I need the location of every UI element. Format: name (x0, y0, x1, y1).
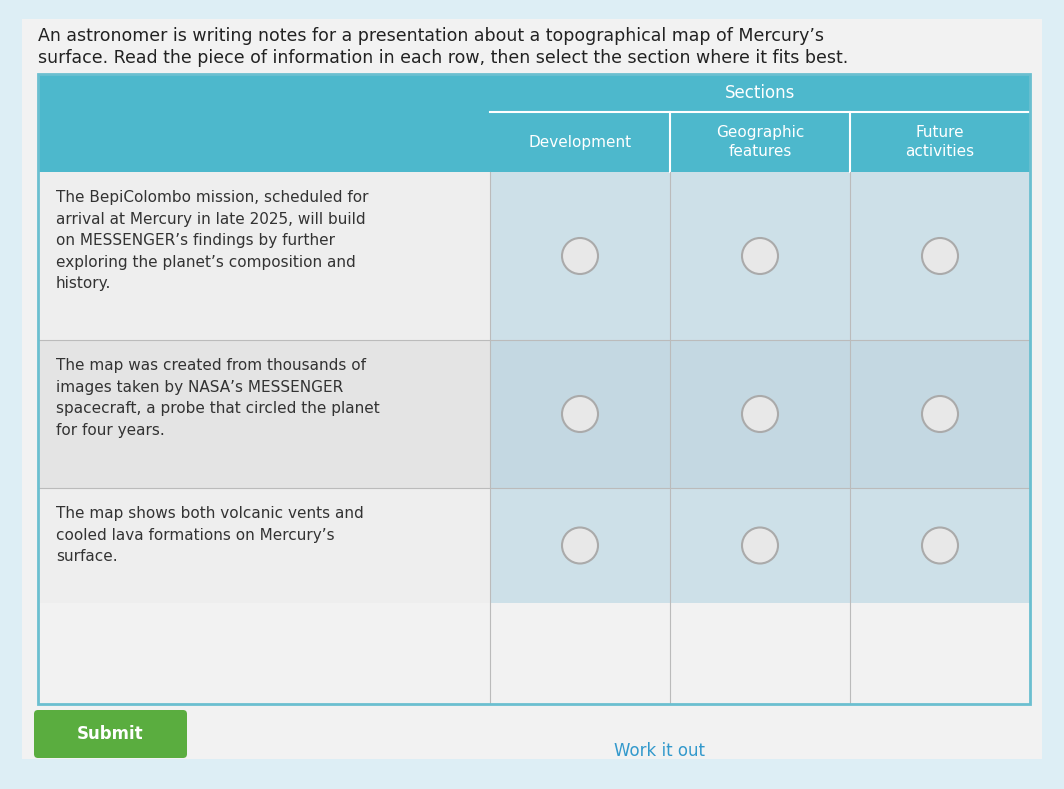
Bar (670, 340, 850, 488)
Circle shape (562, 528, 598, 563)
Circle shape (742, 396, 778, 432)
Bar (670, 488, 850, 603)
Text: The map shows both volcanic vents and
cooled lava formations on Mercury’s
surfac: The map shows both volcanic vents and co… (56, 506, 364, 564)
Circle shape (742, 238, 778, 274)
Bar (491, 340, 670, 488)
Circle shape (922, 238, 958, 274)
Bar (38, 340, 491, 488)
Text: Future
activities: Future activities (905, 125, 975, 159)
Bar (491, 172, 670, 340)
Bar (850, 488, 1030, 603)
Bar (491, 74, 1030, 112)
Text: Submit: Submit (78, 725, 144, 743)
FancyBboxPatch shape (34, 710, 187, 758)
Circle shape (922, 396, 958, 432)
Circle shape (562, 396, 598, 432)
Text: Sections: Sections (725, 84, 795, 102)
Circle shape (562, 238, 598, 274)
Text: The map was created from thousands of
images taken by NASA’s MESSENGER
spacecraf: The map was created from thousands of im… (56, 358, 380, 438)
Bar (38, 74, 1030, 704)
Bar (850, 172, 1030, 340)
Circle shape (742, 528, 778, 563)
Text: Development: Development (529, 134, 632, 149)
Bar (491, 488, 670, 603)
Bar (38, 488, 491, 603)
Circle shape (922, 528, 958, 563)
Text: Geographic
features: Geographic features (716, 125, 804, 159)
Text: The BepiColombo mission, scheduled for
arrival at Mercury in late 2025, will bui: The BepiColombo mission, scheduled for a… (56, 190, 368, 291)
Bar (38, 74, 491, 172)
Bar (670, 112, 850, 172)
Bar (850, 112, 1030, 172)
Text: An astronomer is writing notes for a presentation about a topographical map of M: An astronomer is writing notes for a pre… (38, 27, 824, 45)
Bar (850, 340, 1030, 488)
Text: surface. Read the piece of information in each row, then select the section wher: surface. Read the piece of information i… (38, 49, 848, 67)
Bar (491, 112, 670, 172)
Text: Work it out: Work it out (615, 742, 705, 760)
Bar (38, 172, 491, 340)
Bar (670, 172, 850, 340)
